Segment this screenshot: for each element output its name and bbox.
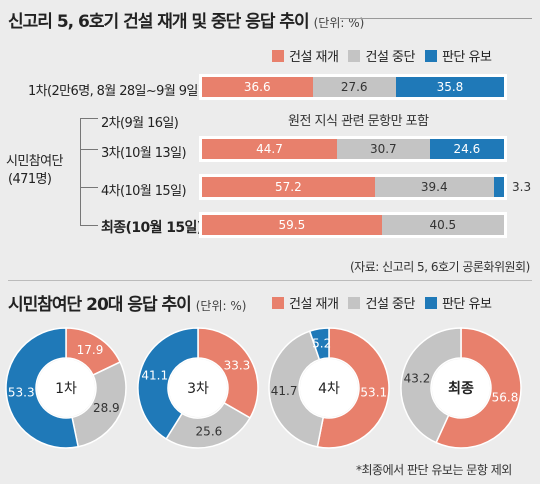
row-label-1: 1차(2만6명, 8월 28일~9월 9일) — [28, 84, 203, 99]
group-label-line1: 시민참여단 — [6, 154, 63, 169]
row-label-4: 4차(10월 15일) — [101, 184, 187, 199]
legend2-item-construct: 건설 재개 — [272, 293, 339, 312]
chart1-title-underline — [340, 18, 532, 19]
donut-2-center-label: 3차 — [187, 381, 209, 397]
donut-3-slice-stop — [268, 330, 325, 448]
donut-4-label-construct: 56.8 — [492, 391, 519, 405]
donut-3-label-construct: 53.1 — [360, 385, 387, 399]
donut-2-slice-undecided — [137, 327, 199, 440]
legend2-swatch-construct — [272, 296, 284, 309]
bar-row-5: 59.5 40.5 — [199, 212, 507, 238]
donut-4-center-label: 최종 — [448, 381, 474, 397]
donut-1-slice-undecided — [5, 327, 80, 449]
donut-1-hole — [37, 359, 95, 417]
donut-2-label-construct: 33.3 — [224, 358, 251, 372]
bar-label-undecided-row-4: 3.3 — [512, 180, 532, 194]
bar-seg-stop-row-1: 27.6 — [312, 77, 396, 97]
chart2-unit: (단위: %) — [195, 299, 247, 313]
donut-3-hole — [300, 359, 358, 417]
donut-3-slice-undecided — [308, 327, 330, 361]
chart1-legend: 건설 재개 건설 중단 판단 유보 — [272, 46, 501, 65]
legend2-swatch-undecided — [424, 296, 437, 309]
group-bracket — [80, 118, 81, 226]
legend-item-stop: 건설 중단 — [348, 46, 415, 65]
group-bracket-tick-3 — [80, 187, 98, 188]
chart2-legend: 건설 재개 건설 중단 판단 유보 — [272, 293, 501, 312]
legend2-item-stop: 건설 중단 — [348, 293, 415, 312]
legend-label-construct: 건설 재개 — [289, 50, 339, 65]
donut-4-label-stop: 43.2 — [404, 371, 431, 385]
legend-swatch-construct — [272, 49, 284, 62]
bar-row-4: 57.2 39.4 — [199, 174, 507, 200]
donut-1-center-label: 1차 — [55, 381, 77, 397]
chart2-footnote: *최종에서 판단 유보는 문항 제외 — [356, 463, 512, 477]
row2-note: 원전 지식 관련 문항만 포함 — [288, 114, 429, 129]
group-bracket-tick-4 — [80, 225, 98, 226]
legend2-label-stop: 건설 중단 — [365, 297, 415, 312]
chart1-title: 신고리 5, 6호기 건설 재개 및 중단 응답 추이 (단위: %) — [8, 7, 364, 32]
donut-1-label-undecided: 53.3 — [8, 386, 35, 400]
donut-3-slice-construct — [316, 327, 390, 449]
donut-4-slice-construct — [435, 327, 522, 449]
bar-seg-undecided-row-3: 24.6 — [429, 139, 504, 159]
bar-seg-undecided-row-1: 35.8 — [395, 77, 504, 97]
donut-4-hole — [432, 359, 490, 417]
donut-1-slice-stop — [71, 361, 127, 448]
group-label-line2: (471명) — [8, 172, 52, 187]
bar-row-3: 44.7 30.7 24.6 — [199, 136, 507, 162]
donut-4-slice-stop — [400, 327, 462, 444]
row-label-5: 최종(10월 15일) — [101, 220, 203, 236]
donut-charts: 17.9 28.9 53.3 1차 33.3 25.6 41.1 3차 53.1 41.7 5.2 4… — [5, 327, 522, 449]
legend2-label-undecided: 판단 유보 — [441, 297, 492, 312]
chart2-title-text: 시민참여단 20대 응답 추이 — [8, 295, 192, 315]
legend2-item-undecided: 판단 유보 — [424, 293, 492, 312]
legend-swatch-undecided — [424, 49, 437, 62]
legend-swatch-stop — [348, 49, 361, 62]
donut-3-label-stop: 41.7 — [271, 384, 298, 398]
donut-1-label-construct: 17.9 — [77, 343, 104, 357]
legend2-label-construct: 건설 재개 — [289, 297, 339, 312]
bar-seg-stop-row-3: 30.7 — [336, 139, 430, 159]
chart1-source: (자료: 신고리 5, 6호기 공론화위원회) — [350, 260, 530, 274]
row-label-2: 2차(9월 16일) — [101, 116, 179, 131]
bar-row-1: 36.6 27.6 35.8 — [199, 74, 507, 100]
donut-1-label-stop: 28.9 — [93, 401, 120, 415]
bar-seg-construct-row-1: 36.6 — [202, 77, 313, 97]
chart1-title-text: 신고리 5, 6호기 건설 재개 및 중단 응답 추이 — [8, 12, 310, 32]
row-label-3: 3차(10월 13일) — [101, 146, 187, 161]
bar-seg-stop-row-4: 39.4 — [374, 177, 494, 197]
group-bracket-tick-2 — [80, 149, 98, 150]
legend-label-stop: 건설 중단 — [365, 50, 415, 65]
bar-seg-undecided-row-4 — [493, 177, 504, 197]
chart-separator — [8, 280, 532, 281]
bar-seg-construct-row-3: 44.7 — [202, 139, 337, 159]
donut-3-label-undecided: 5.2 — [312, 337, 331, 351]
group-bracket-tick-1 — [80, 118, 98, 119]
legend-item-construct: 건설 재개 — [272, 46, 339, 65]
legend-label-undecided: 판단 유보 — [441, 50, 492, 65]
chart1-unit: (단위: %) — [313, 16, 365, 30]
legend2-swatch-stop — [348, 296, 361, 309]
donut-2-slice-construct — [197, 327, 259, 419]
chart2-title: 시민참여단 20대 응답 추이 (단위: %) — [8, 290, 246, 315]
donut-2-hole — [169, 359, 227, 417]
donut-3-center-label: 4차 — [318, 381, 340, 397]
legend-item-undecided: 판단 유보 — [424, 46, 492, 65]
bar-seg-stop-row-5: 40.5 — [381, 215, 504, 235]
bar-seg-construct-row-4: 57.2 — [202, 177, 375, 197]
donut-2-label-undecided: 41.1 — [141, 369, 168, 383]
donut-2-label-stop: 25.6 — [196, 425, 223, 439]
bar-seg-construct-row-5: 59.5 — [202, 215, 382, 235]
